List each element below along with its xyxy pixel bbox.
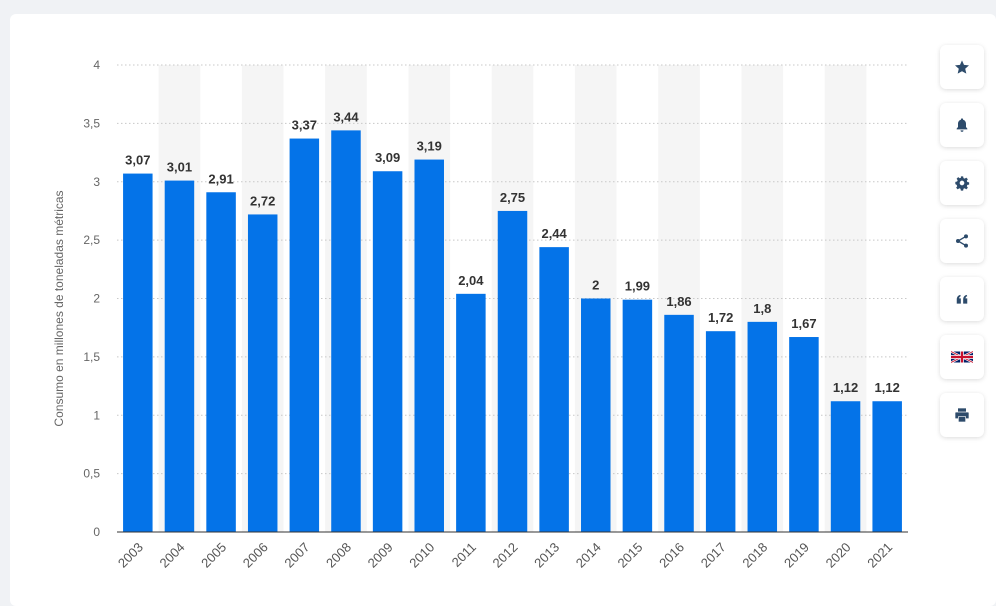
favorite-button[interactable] bbox=[940, 45, 984, 89]
y-tick-label: 2 bbox=[93, 292, 100, 306]
star-icon bbox=[955, 60, 969, 74]
bell-icon bbox=[956, 118, 968, 132]
x-tick-label: 2020 bbox=[823, 540, 854, 571]
flag-uk-icon bbox=[951, 350, 973, 364]
bar bbox=[289, 138, 320, 532]
cite-button[interactable] bbox=[940, 277, 984, 321]
x-axis-ticks: 2003 2004 2005 2006 2007 2008 2009 2010 2011 2012… bbox=[115, 540, 895, 571]
value-label: 1,72 bbox=[708, 310, 733, 325]
y-tick-label: 0 bbox=[93, 525, 100, 539]
x-tick-label: 2019 bbox=[781, 540, 812, 571]
value-label: 1,99 bbox=[625, 279, 650, 294]
x-tick-label: 2011 bbox=[449, 540, 479, 570]
x-tick-label: 2012 bbox=[490, 540, 521, 571]
y-tick-label: 2,5 bbox=[83, 233, 100, 247]
y-axis-label: Consumo en millones de toneladas métrica… bbox=[52, 190, 66, 426]
value-label: 3,37 bbox=[292, 118, 317, 133]
x-tick-label: 2004 bbox=[157, 540, 188, 571]
value-label: 1,12 bbox=[833, 380, 858, 395]
x-tick-label: 2005 bbox=[198, 540, 229, 571]
x-tick-label: 2007 bbox=[281, 540, 312, 571]
y-tick-label: 0,5 bbox=[83, 467, 100, 481]
x-tick-label: 2006 bbox=[240, 540, 271, 571]
quote-icon bbox=[956, 294, 968, 304]
value-label: 2,72 bbox=[250, 193, 275, 208]
bar bbox=[705, 331, 736, 532]
y-tick-label: 3 bbox=[93, 175, 100, 189]
bars bbox=[123, 130, 902, 532]
x-tick-label: 2003 bbox=[115, 540, 146, 571]
bar bbox=[664, 314, 694, 532]
value-label: 1,12 bbox=[875, 380, 900, 395]
bar bbox=[622, 299, 653, 532]
value-label: 2,04 bbox=[458, 273, 484, 288]
value-label: 2,75 bbox=[500, 190, 525, 205]
bar bbox=[414, 159, 444, 532]
language-button[interactable] bbox=[940, 335, 984, 379]
y-tick-label: 1 bbox=[93, 408, 100, 422]
bar-chart: 00,511,522,533,54 3,07 3,012,912,723,373,… bbox=[52, 58, 908, 571]
value-label: 2 bbox=[592, 278, 599, 293]
print-button[interactable] bbox=[940, 393, 984, 437]
bar bbox=[331, 130, 361, 532]
bar bbox=[164, 180, 195, 532]
notification-button[interactable] bbox=[940, 103, 984, 147]
value-label: 3,07 bbox=[125, 153, 150, 168]
x-tick-label: 2017 bbox=[698, 540, 729, 571]
bar bbox=[581, 298, 611, 532]
x-tick-label: 2016 bbox=[656, 540, 687, 571]
value-labels: 3,07 3,01 2,91 2,72 3,37 3,44 3,09 3,19 2,04 2,75… bbox=[125, 109, 900, 395]
y-tick-label: 1,5 bbox=[83, 350, 100, 364]
bar bbox=[247, 214, 278, 532]
bar bbox=[789, 337, 819, 532]
x-tick-label: 2008 bbox=[323, 540, 354, 571]
x-tick-label: 2009 bbox=[365, 540, 396, 571]
y-tick-label: 3,5 bbox=[83, 116, 100, 130]
x-tick-label: 2014 bbox=[573, 540, 604, 571]
value-label: 3,19 bbox=[417, 139, 442, 154]
value-label: 1,8 bbox=[753, 301, 771, 316]
y-axis-ticks: 0 0,5 1 1,5 2 2,5 3 3,5 4 bbox=[83, 58, 100, 539]
x-tick-label: 2021 bbox=[864, 540, 895, 571]
x-tick-label: 2010 bbox=[406, 540, 437, 571]
value-label: 2,44 bbox=[541, 226, 567, 241]
value-label: 1,86 bbox=[666, 294, 691, 309]
y-tick-label: 4 bbox=[93, 58, 100, 72]
gear-icon bbox=[955, 176, 970, 191]
value-label: 3,09 bbox=[375, 150, 400, 165]
bar bbox=[456, 293, 486, 532]
chart-card: 0 0,5 1 1,5 2 2,5 3 3,5 4 3,07 3,01 2,91 2,72 3,37 3,… bbox=[10, 14, 996, 606]
x-tick-label: 2015 bbox=[614, 540, 645, 571]
print-icon bbox=[955, 408, 969, 422]
bar bbox=[747, 321, 778, 532]
value-label: 3,01 bbox=[167, 160, 192, 175]
bar bbox=[830, 401, 861, 532]
share-button[interactable] bbox=[940, 219, 984, 263]
share-icon bbox=[956, 234, 968, 248]
bar bbox=[206, 192, 236, 532]
toolbar bbox=[940, 45, 986, 451]
bar bbox=[372, 171, 403, 532]
value-label: 3,44 bbox=[333, 109, 359, 124]
bar bbox=[497, 210, 528, 532]
bar bbox=[872, 401, 902, 532]
x-tick-label: 2018 bbox=[739, 540, 770, 571]
value-label: 2,91 bbox=[208, 171, 233, 186]
bar bbox=[123, 173, 153, 532]
bar bbox=[539, 247, 569, 532]
value-label: 1,67 bbox=[791, 316, 816, 331]
settings-button[interactable] bbox=[940, 161, 984, 205]
x-tick-label: 2013 bbox=[531, 540, 562, 571]
